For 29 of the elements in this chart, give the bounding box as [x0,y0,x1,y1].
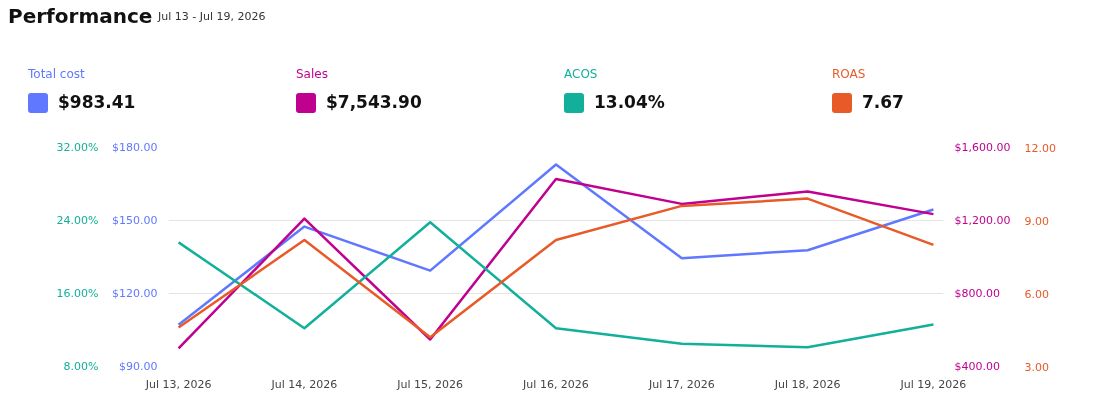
line-series [177,163,935,326]
y3-tick-label: $1,200.00 [954,214,1011,227]
y-tick-label: $150.00 [112,214,158,227]
x-tick-label: Jul 15, 2026 [396,377,464,391]
y-tick-label: 9.00 [1024,214,1049,228]
y-tick-label: $90.00 [119,360,158,373]
y2-tick-label: 16.00% [56,287,99,300]
line-series [177,197,935,339]
line-series [177,177,935,350]
x-tick-label: Jul 18, 2026 [773,377,841,391]
y3-tick-label: $400.00 [954,360,1000,373]
chart-title: Performance [8,4,153,28]
y3-tick-label: $800.00 [954,287,1000,300]
x-tick-label: Jul 17, 2026 [647,377,715,391]
x-tick-label: Jul 13, 2026 [144,377,212,391]
x-tick-label: Jul 14, 2026 [270,377,338,391]
y-tick-label: 6.00 [1024,287,1049,301]
y2-tick-label: 24.00% [56,214,99,227]
y3-tick-label: $1,600.00 [954,141,1011,154]
x-tick-label: Jul 19, 2026 [899,377,967,391]
y2-tick-label: 8.00% [63,360,99,373]
y-tick-label: 12.00 [1024,141,1056,155]
y-tick-label: $180.00 [112,141,158,154]
line-series [177,221,935,349]
y2-tick-label: 32.00% [56,141,99,154]
y-tick-label: $120.00 [112,287,158,300]
chart-subtitle: Jul 13 - Jul 19, 2026 [158,10,266,23]
y-tick-label: 3.00 [1024,360,1049,374]
x-tick-label: Jul 16, 2026 [522,377,589,391]
